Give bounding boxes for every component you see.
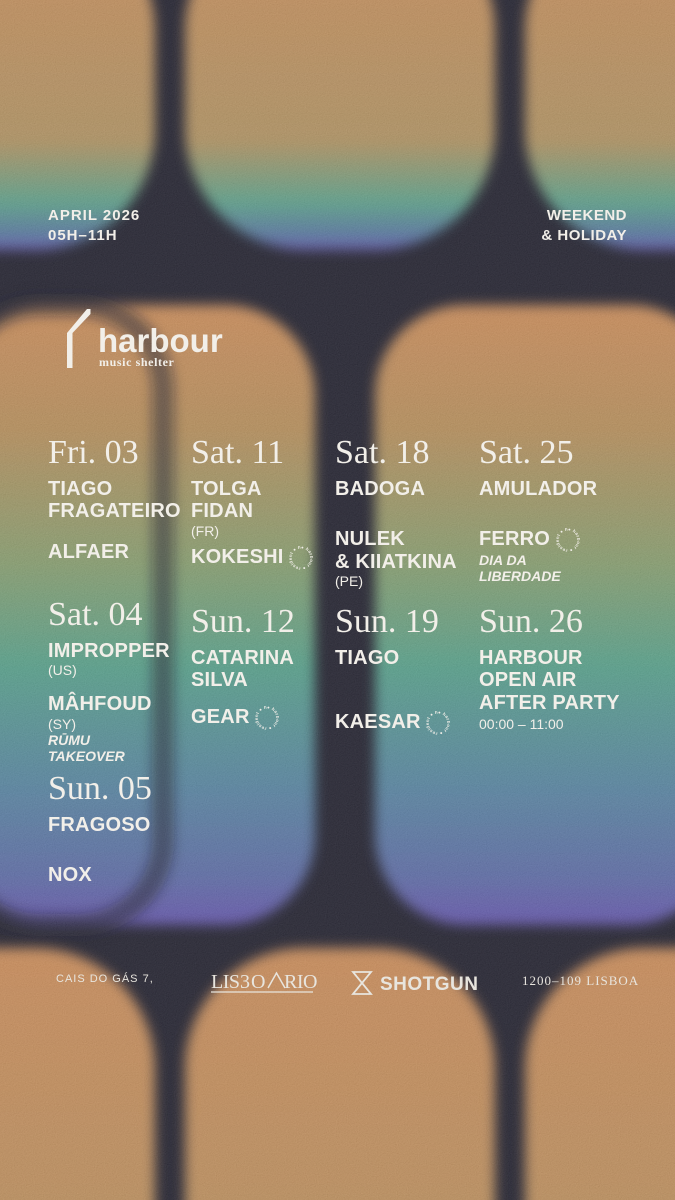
- svg-text:RIO: RIO: [284, 971, 317, 993]
- svg-text:3: 3: [240, 971, 250, 993]
- svg-text:● harbour ● resident ● harbour: ● harbour ● resident ● harbour ● residen…: [255, 706, 279, 730]
- svg-text:● harbour ● resident ● harbour: ● harbour ● resident ● harbour ● residen…: [426, 711, 450, 735]
- svg-text:SHOTGUN: SHOTGUN: [380, 974, 479, 995]
- svg-text:LIS: LIS: [211, 971, 240, 993]
- svg-text:harbour: harbour: [98, 322, 223, 359]
- svg-text:● harbour ● resident ● harbour: ● harbour ● resident ● harbour ● residen…: [289, 546, 313, 570]
- svg-text:● harbour ● resident ● harbour: ● harbour ● resident ● harbour ● residen…: [556, 528, 580, 552]
- svg-text:O: O: [251, 971, 265, 993]
- svg-text:music shelter: music shelter: [99, 355, 175, 369]
